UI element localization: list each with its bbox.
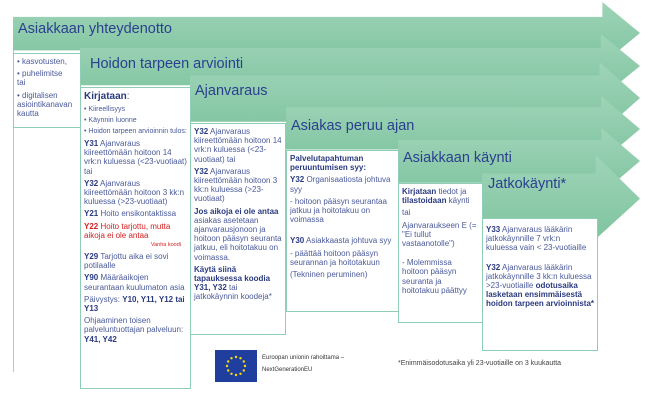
code: Y31 xyxy=(84,139,99,148)
code-desc: Ajanvaraus kiireettömään hoitoon 3 kk:n … xyxy=(84,178,185,207)
code-desc: Ajanvaraus lääkärin jatkokäynnille 7 vrk… xyxy=(486,225,587,253)
channel-item: • kasvotusten, xyxy=(17,57,67,66)
code-desc: Tarjottu aika ei sovi potilaalle xyxy=(84,252,169,271)
code-desc: Hoito tarjottu, mutta aikoja ei ole anta… xyxy=(84,221,171,240)
code-desc: Määräaikojen seurantaan kuulumaton asia xyxy=(84,273,185,292)
eu-stars-icon xyxy=(225,355,247,377)
code: Y32 xyxy=(486,262,501,272)
followup-box: Y33 Ajanvaraus lääkärin jatkokäynnille 7… xyxy=(482,218,598,351)
step-title-4: Asiakas peruu ajan xyxy=(291,118,415,134)
note-text: käynti xyxy=(446,196,470,206)
code-desc: Ajanvaraus kiireettömään hoitoon 14 vrk:… xyxy=(194,127,282,164)
code: Y32 xyxy=(84,178,99,188)
emphasis: odotusaika lasketaan ensimmäisestä hoido… xyxy=(486,281,595,309)
booking-box: Y32 Ajanvaraus kiireettömään hoitoon 14 … xyxy=(190,123,286,335)
code-item: Y32 Ajanvaraus lääkärin jatkokäynnille 3… xyxy=(486,263,594,309)
code: Y33 xyxy=(486,225,501,234)
code-item: Y32 Organisaatiosta johtuva syy xyxy=(290,175,395,193)
note: Kirjataan tiedot ja tilastoidaan käynti xyxy=(402,187,479,205)
code: Y41, Y42 xyxy=(84,334,117,344)
eu-flag-logo xyxy=(215,350,257,382)
bullet: • Kiireellisyys xyxy=(84,106,125,113)
channel-item: • digitalisen asiointikanavan kautta xyxy=(17,90,73,119)
code-item: Y32 Ajanvaraus kiireettömään hoitoon 14 … xyxy=(194,127,282,164)
step-title-6: Jatkokäynti* xyxy=(488,176,567,192)
bullet: • Hoidon tarpeen arvioinnin tulos: xyxy=(84,128,187,135)
note-text: - hoitoon pääsyn seurantaa jatkuu ja hoi… xyxy=(290,196,387,225)
bullet: • Käynnin luonne xyxy=(84,117,137,124)
note-text: Ajanvaraukseen E (= "Ei tullut vastaanot… xyxy=(402,220,477,249)
code-item: Y33 Ajanvaraus lääkärin jatkokäynnille 7… xyxy=(486,225,594,253)
code-item: Y30 Asiakkaasta johtuva syy xyxy=(290,236,395,245)
note: Jos aikoja ei ole antaa asiakas asetetaa… xyxy=(194,207,282,262)
code: Y90 xyxy=(84,273,99,283)
code-desc: Ohjaaminen toisen palveluntuottajan palv… xyxy=(84,316,184,335)
note-text: tiedot ja xyxy=(436,187,467,196)
note-text: - päättää hoitoon pääsyn seurannan ja ho… xyxy=(290,248,380,267)
eu-line: Euroopan unionin rahoittama – xyxy=(262,355,345,361)
emphasis: Käytä siinä tapauksessa koodia Y31, Y32 xyxy=(194,264,271,293)
code: Y30 xyxy=(290,236,305,246)
visit-box: Kirjataan tiedot ja tilastoidaan käynti … xyxy=(398,183,483,323)
code-desc: Organisaatiosta johtuva syy xyxy=(290,175,391,194)
code-item: Y31 Ajanvaraus kiireettömään hoitoon 14 … xyxy=(84,139,187,176)
cancellation-box: Palvelutapahtuman peruuntumisen syy: Y32… xyxy=(286,150,399,312)
code: Y22 xyxy=(84,221,99,231)
code: Y32 xyxy=(194,127,209,136)
code-desc: Päivystys: xyxy=(84,294,123,304)
old-code-stamp: Vanha koodi xyxy=(150,242,181,249)
step-title-5: Asiakkaan käynti xyxy=(403,150,512,166)
note: Käytä siinä tapauksessa koodia Y31, Y32 … xyxy=(194,265,282,302)
timeline-line xyxy=(13,50,14,372)
emphasis: Jos aikoja ei ole antaa xyxy=(194,206,279,216)
code-item: Päivystys: Y10, Y11, Y12 tai Y13 xyxy=(84,295,187,313)
code-desc: Ajanvaraus kiireettömään hoitoon 14 vrk:… xyxy=(84,139,187,176)
assessment-box: Kirjataan: • Kiireellisyys • Käynnin luo… xyxy=(80,87,191,389)
step-title-2: Hoidon tarpeen arviointi xyxy=(90,56,244,72)
note-text: tai jatkokäynnin koodeja* xyxy=(194,283,272,302)
code-item: Y21 Hoito ensikontaktissa xyxy=(84,209,187,218)
step-title-1: Asiakkaan yhteydenotto xyxy=(18,21,172,37)
note-text: - Molemmissa hoitoon pääsyn seuranta ja … xyxy=(402,258,467,295)
code-desc: Hoito ensikontaktissa xyxy=(98,209,177,219)
emphasis: Kirjataan xyxy=(402,187,437,196)
channel-item: • puhelimitse xyxy=(17,69,63,79)
eu-line: NextGenerationEU xyxy=(262,367,313,373)
eu-funding-text: Euroopan unionin rahoittama – NextGenera… xyxy=(262,352,344,376)
code-item: Ohjaaminen toisen palveluntuottajan palv… xyxy=(84,316,187,344)
footnote: *Enimmäisodotusaika yli 23-vuotiaille on… xyxy=(398,360,562,367)
code: Y10, Y11, Y12 tai Y13 xyxy=(84,294,185,314)
colon: : xyxy=(126,91,130,102)
code: Y32 xyxy=(290,175,305,185)
step-title-3: Ajanvaraus xyxy=(195,83,268,99)
channel-or: tai xyxy=(17,78,26,88)
contact-channels-box: • kasvotusten, • puhelimitse tai • digit… xyxy=(13,53,81,128)
code-item: Y29 Tarjottu aika ei sovi potilaalle xyxy=(84,252,187,270)
code: Y32 xyxy=(194,166,209,176)
note-text: (Tekninen peruminen) xyxy=(290,270,368,280)
note-text: tai xyxy=(402,208,411,218)
code-item: Y22 Hoito tarjottu, mutta aikoja ei ole … xyxy=(84,222,187,249)
code-desc: Asiakkaasta johtuva syy xyxy=(304,236,392,246)
box-heading: Palvelutapahtuman peruuntumisen syy: xyxy=(290,154,367,173)
emphasis: tilastoidaan xyxy=(402,196,447,206)
code: Y29 xyxy=(84,252,99,262)
code: Y21 xyxy=(84,209,99,219)
code-item: Y32 Ajanvaraus kiireettömään hoitoon 3 k… xyxy=(84,179,187,207)
code-item: Y90 Määräaikojen seurantaan kuulumaton a… xyxy=(84,273,187,291)
code-desc: Ajanvaraus kiireettömään hoitoon 3 kk:n … xyxy=(194,166,278,204)
box-heading: Kirjataan xyxy=(84,91,127,102)
code-desc: Ajanvaraus lääkärin jatkokäynnille 3 kk:… xyxy=(486,262,592,291)
code-item: Y32 Ajanvaraus kiireettömään hoitoon 3 k… xyxy=(194,167,282,204)
note-text: asiakas asetetaan ajanvarausjonoon ja ho… xyxy=(194,215,282,262)
